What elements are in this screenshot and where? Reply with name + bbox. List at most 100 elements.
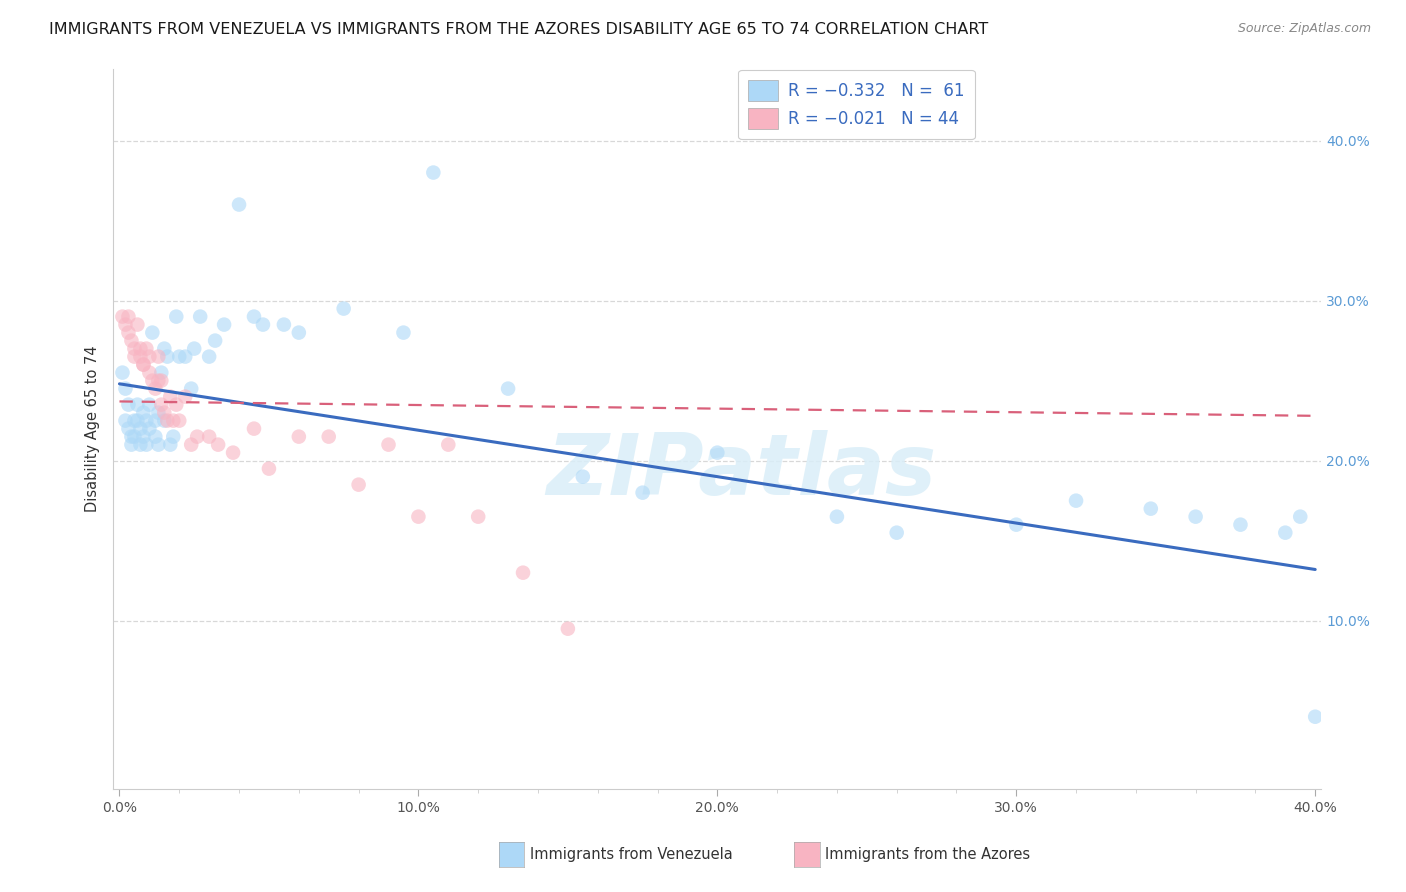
Point (129, 422, 152, 436)
Point (1005, 517, 1028, 532)
Point (138, 350, 160, 364)
Point (1184, 509, 1206, 524)
Text: Immigrants from the Azores: Immigrants from the Azores (825, 847, 1031, 862)
Point (557, 622, 579, 636)
Point (129, 350, 152, 364)
Point (148, 374, 170, 388)
Point (111, 310, 134, 324)
Text: Source: ZipAtlas.com: Source: ZipAtlas.com (1237, 22, 1371, 36)
Point (167, 350, 190, 364)
Point (127, 398, 149, 412)
Point (318, 430, 340, 444)
Point (135, 342, 157, 356)
Point (156, 414, 179, 428)
Point (183, 342, 205, 356)
Point (212, 318, 235, 332)
Point (114, 318, 136, 332)
Text: Immigrants from Venezuela: Immigrants from Venezuela (530, 847, 733, 862)
Point (572, 469, 595, 483)
Point (408, 509, 430, 524)
Point (143, 382, 166, 396)
Point (162, 430, 184, 444)
Point (124, 414, 146, 428)
Point (132, 358, 155, 372)
Point (135, 414, 157, 428)
Point (132, 430, 155, 444)
Point (117, 422, 139, 436)
Point (159, 390, 181, 404)
Point (141, 374, 163, 388)
Point (117, 310, 139, 324)
Point (129, 342, 152, 356)
Text: ZIPatlas: ZIPatlas (547, 430, 936, 514)
Point (127, 318, 149, 332)
Point (377, 437, 399, 451)
Point (631, 485, 654, 500)
Point (150, 374, 173, 388)
Text: IMMIGRANTS FROM VENEZUELA VS IMMIGRANTS FROM THE AZORES DISABILITY AGE 65 TO 74 : IMMIGRANTS FROM VENEZUELA VS IMMIGRANTS … (49, 22, 988, 37)
Point (1303, 710, 1326, 724)
Point (138, 422, 160, 436)
Point (120, 334, 142, 348)
Point (114, 382, 136, 396)
Point (143, 430, 166, 444)
Point (288, 326, 311, 340)
Point (198, 430, 221, 444)
Point (207, 437, 229, 451)
Point (243, 310, 266, 324)
Point (174, 390, 197, 404)
Point (114, 414, 136, 428)
Point (347, 477, 370, 491)
Point (252, 318, 274, 332)
Point (148, 437, 170, 451)
Point (138, 398, 160, 412)
Point (129, 437, 152, 451)
Point (467, 509, 489, 524)
Point (273, 318, 295, 332)
Point (117, 398, 139, 412)
Point (886, 525, 908, 540)
Point (150, 366, 173, 380)
Point (165, 310, 187, 324)
Point (228, 197, 250, 211)
Point (1229, 517, 1251, 532)
Point (222, 445, 245, 459)
Point (257, 461, 280, 475)
Point (288, 430, 311, 444)
Point (174, 350, 197, 364)
Point (120, 430, 142, 444)
Point (148, 350, 170, 364)
Point (150, 398, 173, 412)
Point (124, 430, 146, 444)
Point (141, 326, 163, 340)
Point (825, 509, 848, 524)
Point (132, 406, 155, 420)
Point (153, 406, 176, 420)
Point (437, 437, 460, 451)
Point (1274, 525, 1296, 540)
Point (127, 414, 149, 428)
Point (162, 414, 184, 428)
Point (496, 382, 519, 396)
Y-axis label: Disability Age 65 to 74: Disability Age 65 to 74 (86, 345, 100, 512)
Point (135, 437, 157, 451)
Point (138, 366, 160, 380)
Point (148, 406, 170, 420)
Point (132, 358, 155, 372)
Point (332, 301, 354, 316)
Point (120, 437, 142, 451)
Point (117, 326, 139, 340)
Point (167, 414, 190, 428)
Point (392, 326, 415, 340)
Point (204, 334, 226, 348)
Point (124, 342, 146, 356)
Point (153, 342, 176, 356)
Point (153, 414, 176, 428)
Point (512, 566, 534, 580)
Point (180, 382, 202, 396)
Point (180, 437, 202, 451)
Legend: R = −0.332   N =  61, R = −0.021   N = 44: R = −0.332 N = 61, R = −0.021 N = 44 (738, 70, 974, 139)
Point (422, 165, 444, 179)
Point (1139, 501, 1161, 516)
Point (706, 445, 728, 459)
